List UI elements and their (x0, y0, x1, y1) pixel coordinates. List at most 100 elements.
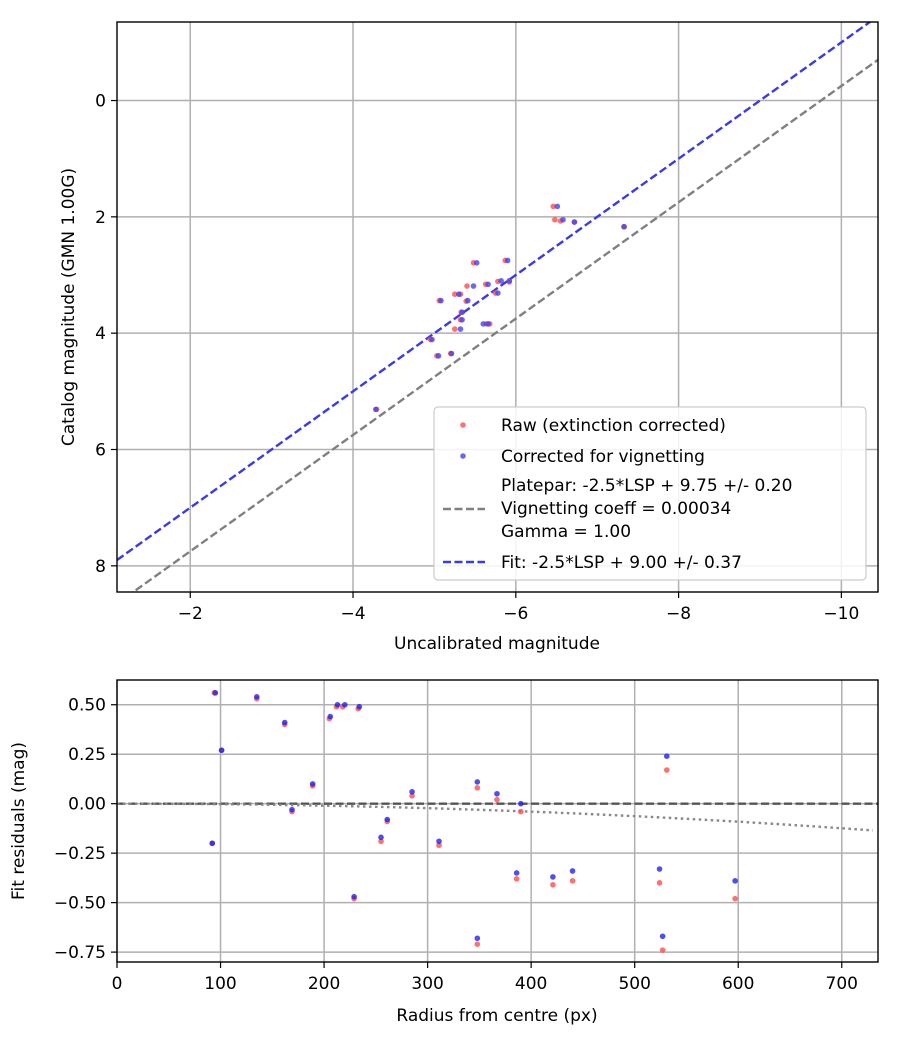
data-point (550, 203, 557, 210)
series-line-fit-2-5-lsp-9-00-0-37 (117, 22, 872, 561)
magnitude-chart: −2 −4 −6 −8 −10 0 2 4 6 8 Uncalibrated m… (59, 21, 879, 654)
y-tick-label: 2 (95, 208, 106, 228)
residuals-chart: 0 100 200 300 400 500 600 700 0.50 0.25 … (9, 679, 879, 1026)
data-point (732, 878, 738, 884)
data-point (456, 291, 462, 298)
data-point (474, 785, 481, 791)
data-point (550, 882, 556, 888)
data-point (518, 808, 524, 815)
data-point (459, 317, 465, 323)
data-point (373, 406, 379, 413)
data-point (518, 800, 524, 807)
data-point (480, 321, 487, 327)
data-point (498, 278, 504, 284)
y-tick-label: 0.25 (68, 745, 106, 765)
data-points (373, 203, 627, 413)
data-point (659, 947, 666, 953)
data-point (218, 747, 225, 754)
data-point (569, 878, 576, 884)
data-point (459, 309, 465, 316)
x-tick-label: −6 (503, 604, 528, 624)
y-tick-labels: 0.50 0.25 0.00 −0.25 −0.50 −0.75 (54, 696, 106, 963)
y-tick-label: −0.50 (54, 894, 106, 914)
data-point (504, 257, 511, 264)
y-tick-label: 0 (95, 92, 106, 112)
legend-label-raw: Raw (extinction corrected) (501, 416, 726, 436)
data-point (289, 806, 295, 813)
x-tick-label: 100 (204, 974, 236, 994)
y-tick-label: 4 (95, 324, 106, 344)
series-line-vignetting-curve (117, 802, 873, 832)
data-point (464, 283, 470, 289)
data-point (485, 281, 491, 288)
x-axis-title: Uncalibrated magnitude (394, 634, 600, 654)
data-point (281, 719, 288, 726)
grid (116, 680, 878, 962)
y-tick-label: 0.00 (68, 795, 106, 815)
data-point (656, 880, 663, 886)
y-tick-label: 6 (95, 441, 106, 461)
y-tick-labels: 0 2 4 6 8 (95, 92, 106, 577)
legend-label-fit: Fit: -2.5*LSP + 9.00 +/- 0.37 (501, 553, 742, 573)
data-point (209, 840, 216, 847)
data-point (495, 290, 501, 296)
legend-label-platepar-line1: Platepar: -2.5*LSP + 9.75 +/- 0.20 (501, 476, 792, 496)
data-point (436, 838, 442, 845)
data-point (341, 701, 348, 708)
data-point (554, 203, 561, 210)
legend-marker-corrected (460, 453, 466, 459)
data-point (552, 216, 558, 223)
x-tick-label: 400 (515, 974, 547, 994)
fit-lines (117, 22, 878, 592)
data-point (659, 933, 666, 940)
data-point (485, 321, 491, 327)
data-point (448, 350, 455, 357)
y-tick-label: −0.25 (54, 844, 106, 864)
data-point (473, 260, 480, 266)
data-point (663, 767, 670, 773)
data-point (513, 870, 520, 876)
data-point (327, 713, 334, 720)
data-point (253, 694, 260, 700)
data-point (663, 753, 670, 759)
data-point (656, 866, 663, 872)
y-axis-title: Catalog magnitude (GMN 1.00G) (59, 168, 79, 446)
data-point (474, 779, 481, 785)
x-tick-label: 500 (618, 974, 650, 994)
y-tick-label: 8 (95, 557, 106, 577)
legend-label-platepar-line3: Gamma = 1.00 (501, 522, 631, 542)
tick-marks (111, 704, 843, 968)
x-tick-labels: −2 −4 −6 −8 −10 (178, 604, 860, 624)
x-tick-label: 300 (411, 974, 443, 994)
reference-lines (117, 802, 878, 832)
data-point (506, 278, 513, 284)
legend: Raw (extinction corrected) Corrected for… (433, 406, 867, 581)
data-point (436, 842, 442, 849)
x-tick-label: 700 (826, 974, 858, 994)
data-point (494, 790, 500, 797)
data-point (378, 838, 384, 845)
data-point (560, 216, 566, 223)
data-point (334, 701, 341, 708)
data-point (621, 223, 627, 230)
x-axis-title: Radius from centre (px) (396, 1006, 597, 1026)
x-tick-label: −4 (341, 604, 366, 624)
data-point (351, 893, 357, 900)
data-point (409, 792, 415, 799)
data-point (212, 690, 219, 696)
data-point (474, 941, 481, 947)
data-point (571, 219, 578, 225)
data-point (451, 291, 458, 298)
data-point (435, 353, 442, 359)
y-tick-label: −0.75 (54, 943, 106, 963)
series-line-platepar-2-5-lsp-9-75-0-20 (131, 58, 878, 592)
data-point (569, 868, 576, 874)
data-point (457, 326, 464, 332)
x-tick-labels: 0 100 200 300 400 500 600 700 (112, 974, 858, 994)
data-point (378, 834, 384, 841)
data-point (470, 283, 477, 289)
data-point (438, 297, 444, 304)
data-point (494, 796, 500, 803)
legend-label-corrected: Corrected for vignetting (501, 447, 705, 467)
